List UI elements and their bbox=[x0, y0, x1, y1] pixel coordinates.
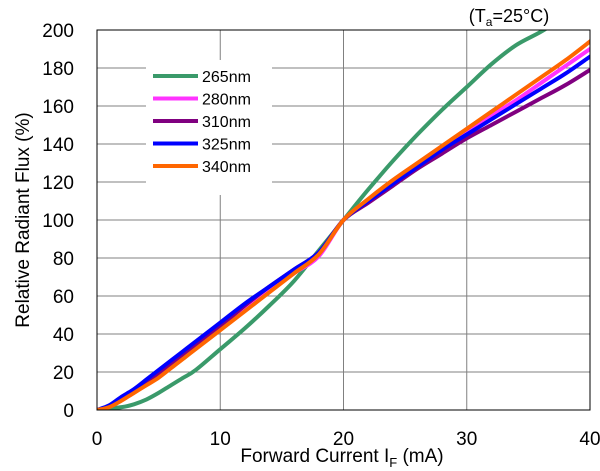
condition-suffix: =25°C) bbox=[492, 6, 549, 26]
y-tick-label: 40 bbox=[53, 325, 74, 346]
x-tick-label: 0 bbox=[92, 429, 103, 450]
x-tick-labels: 0 10 20 30 40 bbox=[92, 429, 600, 450]
legend: 265nm 280nm 310nm 325nm 340nm bbox=[146, 60, 272, 195]
y-tick-label: 120 bbox=[42, 173, 74, 194]
legend-label: 310nm bbox=[202, 114, 251, 131]
legend-label: 325nm bbox=[202, 137, 251, 154]
x-axis-label-subscript: F bbox=[389, 455, 397, 470]
x-axis-label: Forward Current IF (mA) bbox=[240, 446, 443, 470]
temperature-condition: (Ta=25°C) bbox=[469, 6, 549, 29]
y-tick-label: 140 bbox=[42, 135, 74, 156]
y-tick-label: 100 bbox=[42, 211, 74, 232]
y-tick-label: 160 bbox=[42, 97, 74, 118]
y-tick-label: 0 bbox=[63, 401, 74, 422]
x-axis-label-unit: (mA) bbox=[397, 446, 443, 467]
y-tick-label: 180 bbox=[42, 59, 74, 80]
x-tick-label: 40 bbox=[579, 429, 600, 450]
series-lines bbox=[97, 30, 590, 410]
series-line-265nm bbox=[97, 30, 548, 410]
series-line-340nm bbox=[97, 39, 590, 410]
y-axis-label: Relative Radiant Flux (%) bbox=[13, 112, 34, 327]
x-axis-label-main: Forward Current I bbox=[240, 446, 389, 467]
condition-prefix: (T bbox=[469, 6, 486, 26]
plot-frame bbox=[96, 29, 591, 411]
y-tick-label: 20 bbox=[53, 363, 74, 384]
legend-label: 265nm bbox=[202, 69, 251, 86]
condition-subscript: a bbox=[486, 15, 493, 29]
y-tick-label: 60 bbox=[53, 287, 74, 308]
x-tick-label: 10 bbox=[210, 429, 231, 450]
y-tick-labels: 0 20 40 60 80 100 120 140 160 180 200 bbox=[42, 21, 74, 422]
series-line-325nm bbox=[97, 54, 590, 410]
x-tick-label: 20 bbox=[333, 429, 354, 450]
x-tick-label: 30 bbox=[456, 429, 477, 450]
y-tick-label: 80 bbox=[53, 249, 74, 270]
legend-box bbox=[146, 60, 272, 195]
y-tick-label: 200 bbox=[42, 21, 74, 42]
legend-label: 280nm bbox=[202, 92, 251, 109]
legend-label: 340nm bbox=[202, 159, 251, 176]
